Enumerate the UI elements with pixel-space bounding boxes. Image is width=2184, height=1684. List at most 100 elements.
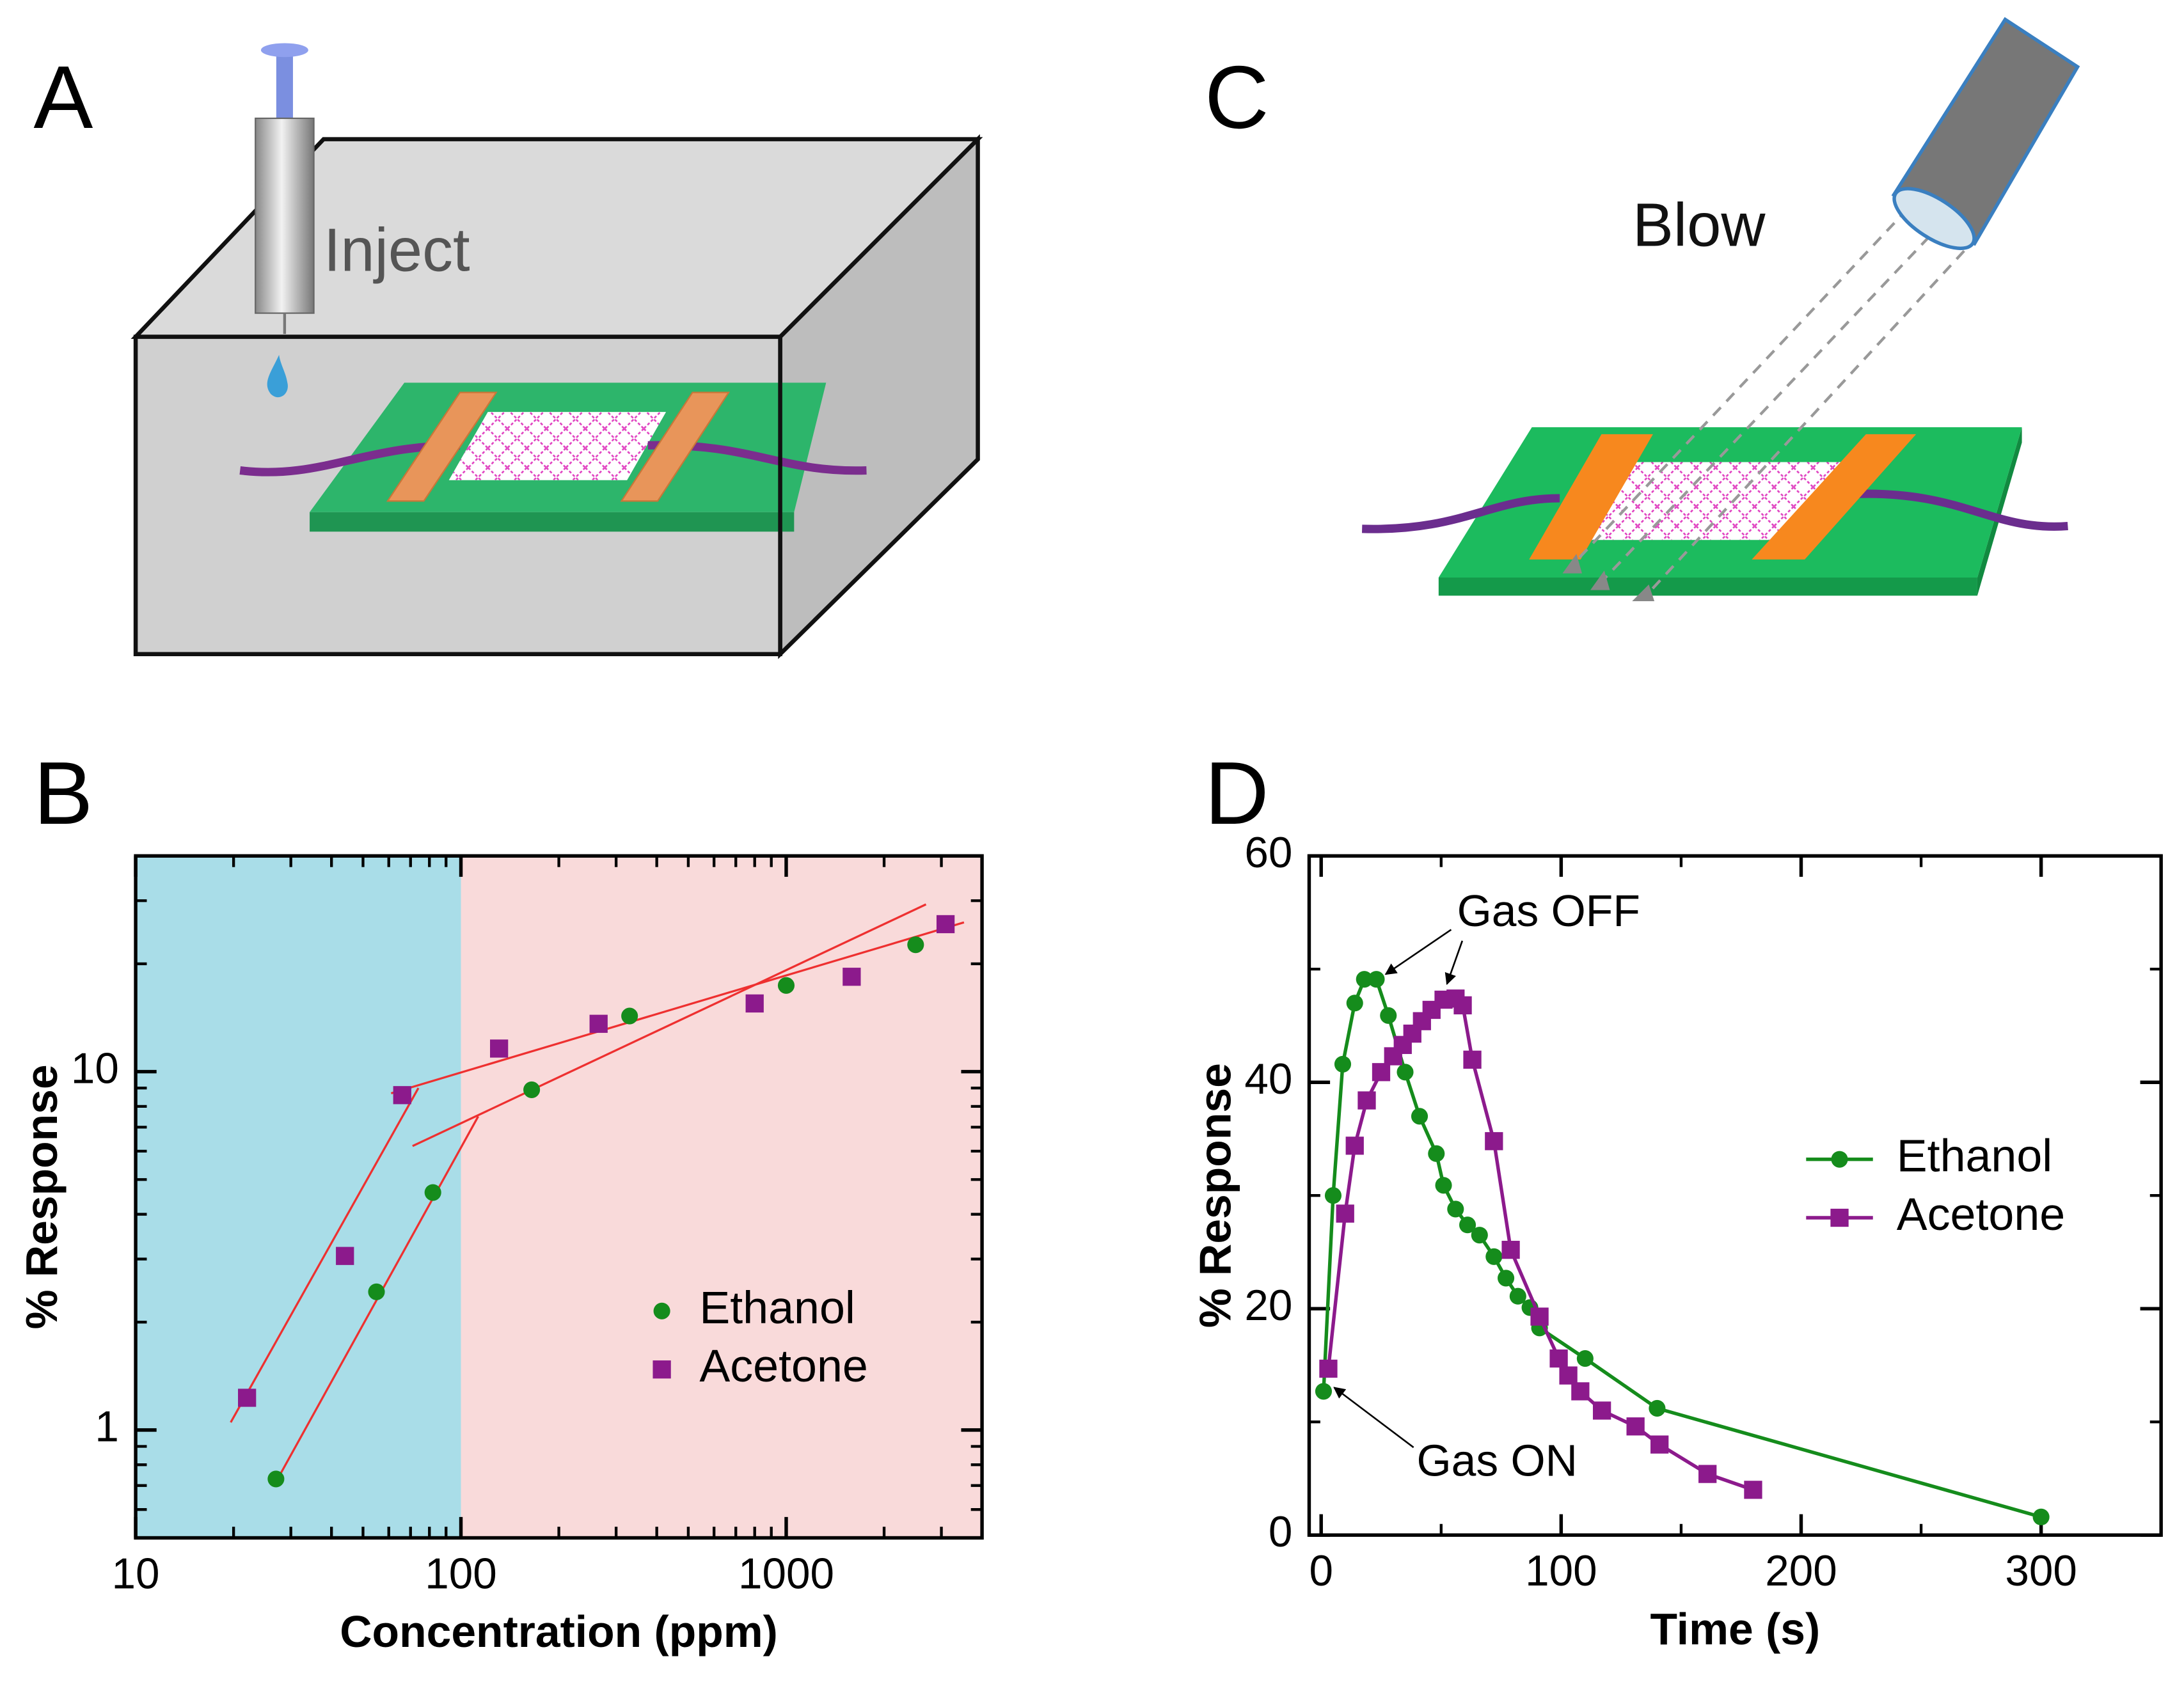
marker	[843, 968, 861, 986]
plot-frame	[1307, 854, 2163, 1537]
marker	[238, 1389, 257, 1407]
fit-line	[390, 921, 965, 1095]
plot-frame	[134, 854, 984, 1540]
box-outline	[133, 334, 782, 656]
annotation-arrow	[1333, 1387, 1414, 1449]
marker	[745, 994, 764, 1013]
marker	[1530, 1307, 1549, 1326]
board-edge	[310, 512, 795, 532]
fit-line	[230, 1087, 420, 1423]
marker	[1453, 996, 1472, 1015]
blower-opening	[1892, 187, 1976, 251]
electrode	[1752, 434, 1917, 560]
marker	[1471, 1227, 1488, 1244]
y-axis-label: % Response	[1190, 1063, 1240, 1328]
board-edge	[1438, 578, 1977, 596]
marker	[1571, 1382, 1590, 1401]
region	[136, 856, 461, 1538]
marker	[1324, 1187, 1342, 1204]
marker	[1744, 1481, 1762, 1499]
panel-label: C	[1205, 47, 1269, 147]
marker	[267, 1470, 285, 1488]
marker	[907, 936, 924, 954]
legend-marker	[653, 1360, 671, 1379]
marker	[1549, 1349, 1568, 1368]
y-tick-label: 0	[1269, 1508, 1293, 1556]
mesh	[448, 412, 667, 480]
marker	[1447, 1200, 1464, 1218]
marker	[936, 915, 955, 934]
marker	[2032, 1508, 2050, 1525]
x-axis-label: Concentration (ppm)	[340, 1607, 778, 1656]
fit-line	[412, 903, 927, 1147]
y-axis-label: % Response	[17, 1064, 67, 1329]
marker	[1380, 1007, 1397, 1024]
electrode	[620, 391, 731, 502]
legend-marker	[653, 1302, 670, 1319]
marker	[393, 1086, 411, 1105]
marker	[589, 1014, 608, 1033]
marker	[368, 1283, 385, 1300]
legend-label: Acetone	[1897, 1189, 2065, 1240]
y-tick-label: 20	[1244, 1282, 1292, 1330]
marker	[1650, 1435, 1669, 1454]
x-tick-label: 1000	[738, 1550, 834, 1598]
marker	[1345, 1137, 1364, 1155]
marker	[424, 1184, 441, 1201]
marker	[1336, 1204, 1354, 1223]
marker	[1592, 1401, 1611, 1420]
x-tick-label: 100	[425, 1550, 497, 1598]
air-flow	[1572, 207, 1909, 565]
x-tick-label: 200	[1765, 1547, 1837, 1595]
marker	[1411, 1108, 1428, 1125]
x-axis-label: Time (s)	[1650, 1604, 1820, 1654]
diagram-label: Inject	[324, 216, 470, 285]
marker	[1509, 1287, 1526, 1305]
air-arrow	[1562, 554, 1582, 574]
marker	[1357, 1091, 1376, 1110]
marker	[1397, 1064, 1414, 1081]
marker	[1649, 1399, 1666, 1417]
marker	[1356, 971, 1373, 988]
marker	[1576, 1350, 1594, 1367]
wire	[1361, 494, 1560, 533]
marker	[1698, 1465, 1717, 1483]
panel-label: D	[1205, 743, 1269, 843]
marker	[1435, 1177, 1452, 1194]
x-tick-label: 0	[1309, 1547, 1333, 1595]
syringe-barrel	[255, 117, 315, 314]
marker	[1485, 1132, 1503, 1151]
droplet	[267, 354, 288, 398]
air-flow	[1645, 235, 1979, 597]
legend-label: Ethanol	[699, 1282, 855, 1334]
marker	[1485, 1248, 1503, 1265]
x-tick-label: 100	[1525, 1547, 1597, 1595]
marker	[1319, 1359, 1338, 1378]
marker	[1501, 1241, 1520, 1259]
diagram-label: Blow	[1633, 191, 1766, 259]
air-arrow	[1632, 584, 1655, 602]
y-tick-label: 10	[71, 1044, 119, 1092]
marker	[1428, 1145, 1445, 1162]
syringe-cap	[260, 43, 308, 58]
board-edge	[1977, 427, 2022, 596]
annotation-arrow	[1384, 929, 1452, 975]
syringe-plunger	[276, 52, 293, 123]
x-tick-label: 10	[112, 1550, 160, 1598]
marker	[621, 1007, 638, 1025]
electrode	[1529, 434, 1653, 560]
y-tick-label: 1	[95, 1403, 119, 1451]
marker	[1463, 1050, 1482, 1069]
legend-label: Acetone	[699, 1341, 867, 1392]
legend-label: Ethanol	[1897, 1131, 2053, 1182]
marker	[1315, 1383, 1333, 1400]
marker	[490, 1039, 509, 1058]
panel-label: A	[33, 47, 93, 147]
marker	[1368, 971, 1385, 988]
air-arrow	[1590, 571, 1610, 590]
marker	[1346, 995, 1363, 1012]
air-flow	[1600, 221, 1944, 583]
